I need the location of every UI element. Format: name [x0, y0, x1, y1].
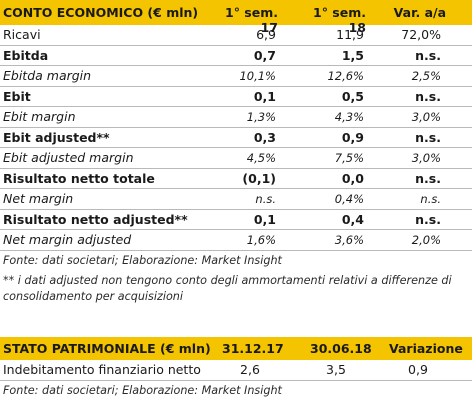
row-value-h1-17: 10,1% [239, 69, 276, 83]
income-col3-header: Var. a/a [393, 5, 446, 20]
row-value-30-06-18: 3,5 [326, 362, 346, 377]
row-value-h1-18: 7,5% [334, 151, 364, 165]
row-value-h1-18: 3,6% [334, 233, 364, 247]
row-value-h1-18: 0,4% [334, 192, 364, 206]
row-value-h1-17: 0,3 [253, 129, 276, 145]
row-value-var: 72,0% [401, 27, 441, 42]
row-label: Ebit margin [3, 109, 76, 124]
row-value-31-12-17: 2,6 [240, 362, 260, 377]
row-label: Ebit adjusted** [3, 129, 110, 145]
balance-header-row: STATO PATRIMONIALE (€ mln) 31.12.17 30.0… [0, 337, 472, 360]
income-source-note: Fonte: dati societari; Elaborazione: Mar… [3, 254, 282, 267]
row-label: Ebit adjusted margin [3, 150, 134, 165]
table-row: Ebitda 0,7 1,5 n.s. [0, 46, 472, 66]
table-row: Indebitamento finanziario netto 2,6 3,5 … [0, 360, 472, 381]
row-label: Ebitda margin [3, 68, 92, 83]
balance-col2-header: 30.06.18 [310, 341, 372, 356]
row-value-var: n.s. [415, 47, 441, 63]
row-value-h1-17: 4,5% [246, 151, 276, 165]
row-value-h1-18: 0,0 [341, 170, 364, 186]
row-label: Risultato netto adjusted** [3, 211, 188, 227]
row-label: Risultato netto totale [3, 170, 155, 186]
row-value-h1-17: 0,1 [253, 88, 276, 104]
row-value-h1-18: 0,5 [341, 88, 364, 104]
balance-title: STATO PATRIMONIALE (€ mln) [3, 341, 211, 356]
table-row: Risultato netto adjusted** 0,1 0,4 n.s. [0, 210, 472, 230]
table-row: Risultato netto totale (0,1) 0,0 n.s. [0, 169, 472, 189]
row-value-h1-18: 11,9 [336, 27, 364, 42]
row-label: Net margin adjusted [3, 232, 132, 247]
table-row: Ebit margin 1,3% 4,3% 3,0% [0, 107, 472, 128]
row-value-var: n.s. [415, 170, 441, 186]
row-label: Ebitda [3, 47, 49, 63]
row-value-var: n.s. [415, 129, 441, 145]
row-value-h1-18: 12,6% [327, 69, 364, 83]
row-value-h1-17: 6,9 [256, 27, 276, 42]
row-label: Net margin [3, 191, 74, 206]
row-value-var: n.s. [420, 192, 441, 206]
table-row: Net margin n.s. 0,4% n.s. [0, 189, 472, 210]
table-row: Ebit adjusted margin 4,5% 7,5% 3,0% [0, 148, 472, 169]
row-value-h1-17: n.s. [255, 192, 276, 206]
row-value-h1-18: 4,3% [334, 110, 364, 124]
row-value-var: 2,0% [411, 233, 441, 247]
income-col1-header: 1° sem. 17 [225, 5, 278, 35]
income-statement-table: CONTO ECONOMICO (€ mln) 1° sem. 17 1° se… [0, 0, 472, 251]
table-row: Ebit 0,1 0,5 n.s. [0, 87, 472, 107]
table-row: Net margin adjusted 1,6% 3,6% 2,0% [0, 230, 472, 251]
row-value-var: n.s. [415, 88, 441, 104]
balance-source-note: Fonte: dati societari; Elaborazione: Mar… [3, 384, 282, 397]
row-value-h1-17: 0,1 [253, 211, 276, 227]
row-value-h1-18: 1,5 [341, 47, 364, 63]
income-header-row: CONTO ECONOMICO (€ mln) 1° sem. 17 1° se… [0, 0, 472, 35]
row-value-h1-18: 0,9 [341, 129, 364, 145]
row-value-h1-18: 0,4 [341, 211, 364, 227]
row-label: Indebitamento finanziario netto [3, 362, 201, 377]
table-row: Ebitda margin 10,1% 12,6% 2,5% [0, 66, 472, 87]
row-label: Ricavi [3, 27, 41, 42]
balance-col1-header: 31.12.17 [222, 341, 284, 356]
row-value-h1-17: 0,7 [253, 47, 276, 63]
row-value-var: 2,5% [411, 69, 441, 83]
table-row: Ebit adjusted** 0,3 0,9 n.s. [0, 128, 472, 148]
row-label: Ebit [3, 88, 31, 104]
row-value-change: 0,9 [408, 362, 428, 377]
row-value-h1-17: 1,3% [246, 110, 276, 124]
row-value-h1-17: (0,1) [242, 170, 276, 186]
balance-sheet-table: STATO PATRIMONIALE (€ mln) 31.12.17 30.0… [0, 337, 472, 381]
table-row: Ricavi 6,9 11,9 72,0% [0, 25, 472, 46]
balance-col3-header: Variazione [389, 341, 463, 356]
income-title: CONTO ECONOMICO (€ mln) [3, 5, 199, 20]
row-value-h1-17: 1,6% [246, 233, 276, 247]
row-value-var: 3,0% [411, 151, 441, 165]
row-value-var: 3,0% [411, 110, 441, 124]
row-value-var: n.s. [415, 211, 441, 227]
income-col2-header: 1° sem. 18 [313, 5, 366, 35]
income-footnote: ** i dati adjusted non tengono conto deg… [3, 274, 452, 303]
